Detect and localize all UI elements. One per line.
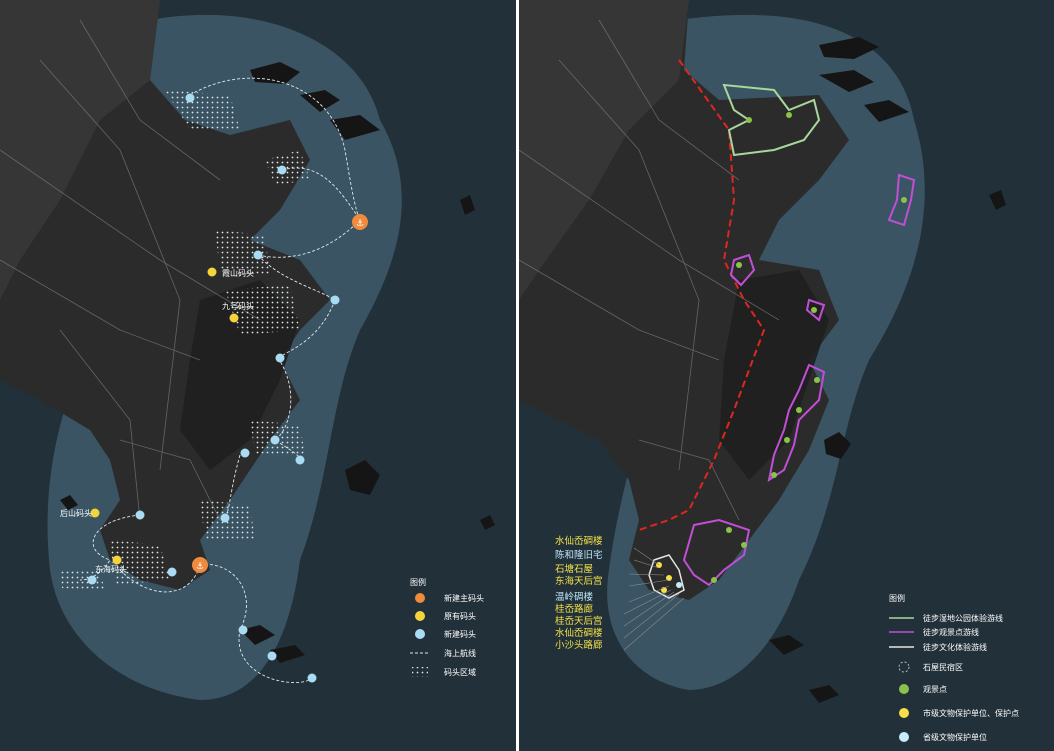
site-label: 石塘石屋 <box>555 563 593 575</box>
pier-label: 霞山码头 <box>222 268 254 278</box>
blue-anchor-icon <box>267 651 277 661</box>
legend-label: 原有码头 <box>444 611 476 621</box>
site-label: 桂岙天后宫 <box>555 615 603 627</box>
main-pier-icons: ⚓ ⚓ <box>192 214 368 573</box>
legend-label: 省级文物保护单位 <box>923 732 987 742</box>
legend-label: 海上航线 <box>444 648 476 658</box>
land-texture <box>0 0 160 300</box>
blue-anchor-icon <box>253 250 263 260</box>
trail-map: 水仙岙碉楼 陈和隆旧宅 石塘石屋 东海天后宫 温岭碉楼 桂岙路廊 桂岙天后宫 水… <box>519 0 1054 751</box>
legend-label: 观景点 <box>923 685 947 694</box>
site-label: 小沙头路廊 <box>555 639 603 651</box>
blue-anchor-icon <box>87 575 97 585</box>
orange-anchor-icon <box>415 593 425 603</box>
legend-title: 图例 <box>410 577 426 587</box>
site-label: 温岭碉楼 <box>555 591 594 603</box>
dashed-circle-icon <box>898 661 910 673</box>
islands <box>769 37 1006 703</box>
legend-label: 石屋民宿区 <box>923 662 963 672</box>
pier-label: 后山码头 <box>60 508 92 518</box>
blue-anchor-icon <box>240 448 250 458</box>
blue-anchor-icon <box>295 455 305 465</box>
heritage-dots <box>656 562 682 593</box>
land-texture <box>519 0 689 300</box>
blue-anchor-icon <box>135 510 145 520</box>
orange-anchor-icon <box>192 557 208 573</box>
viewpoint-trail <box>887 173 916 227</box>
site-label: 水仙岙碉楼 <box>555 535 603 547</box>
islands <box>60 62 495 663</box>
yellow-dot-icon <box>899 708 909 718</box>
green-dot-icon <box>899 684 909 694</box>
yellow-anchor-icon <box>207 267 217 277</box>
road-network <box>519 19 780 521</box>
yellow-anchor-icon <box>415 611 425 621</box>
site-label: 陈和隆旧宅 <box>555 549 603 561</box>
blue-anchor-icon <box>277 165 287 175</box>
viewpoint-trail <box>729 253 756 287</box>
legend-label: 市级文物保护单位、保护点 <box>923 708 1019 718</box>
hill-shading <box>719 270 829 480</box>
left-legend: 图例 新建主码头 原有码头 新建码头 海上航线 码头区域 <box>410 577 484 677</box>
blue-anchor-icon <box>330 295 340 305</box>
right-legend: 图例 徒步湿地公园体验游线 徒步观景点游线 徒步文化体验游线 石屋民宿区 观景点… <box>889 593 1019 742</box>
site-label: 桂岙路廊 <box>555 603 594 615</box>
legend-label: 新建主码头 <box>444 593 484 603</box>
site-label: 水仙岙碉楼 <box>555 627 603 639</box>
viewpoint-dots <box>711 112 907 583</box>
cultural-trail <box>648 554 685 599</box>
label-leaders <box>623 547 685 651</box>
legend-title: 图例 <box>889 593 905 603</box>
svg-text:⚓: ⚓ <box>196 562 204 572</box>
lightblue-dot-icon <box>899 732 909 742</box>
road-network <box>0 19 261 521</box>
pier-zones <box>60 90 310 590</box>
legend-label: 徒步文化体验游线 <box>923 642 987 652</box>
blue-anchor-icon <box>220 513 230 523</box>
dotted-pattern-icon <box>412 667 428 677</box>
left-map-panel: ⚓ ⚓ 霞山码头 九号码头 后山码头 东海码头 图例 新建主码头 原有码头 新建… <box>0 0 516 751</box>
svg-text:⚓: ⚓ <box>356 219 364 229</box>
pier-label: 九号码头 <box>222 301 254 311</box>
blue-anchor-icon <box>167 567 177 577</box>
viewpoint-trail <box>682 518 751 587</box>
orange-anchor-icon <box>352 214 368 230</box>
yellow-anchor-icon <box>112 555 122 565</box>
blue-anchor-icon <box>270 435 280 445</box>
boundary-line <box>638 59 766 531</box>
legend-label: 码头区域 <box>444 667 476 677</box>
legend-label: 徒步湿地公园体验游线 <box>923 613 1003 623</box>
blue-anchor-icon <box>275 353 285 363</box>
legend-label: 新建码头 <box>444 629 476 639</box>
blue-anchor-icon <box>415 629 425 639</box>
viewpoint-trail <box>805 298 826 322</box>
pier-map: ⚓ ⚓ 霞山码头 九号码头 后山码头 东海码头 图例 新建主码头 原有码头 新建… <box>0 0 516 751</box>
wetland-trail <box>722 83 821 157</box>
blue-anchor-icon <box>185 93 195 103</box>
legend-label: 徒步观景点游线 <box>923 627 979 637</box>
existing-pier-icons <box>90 267 239 565</box>
blue-anchor-icon <box>238 625 248 635</box>
site-label: 东海天后宫 <box>555 575 603 587</box>
yellow-anchor-icon <box>90 508 100 518</box>
yellow-anchor-icon <box>229 313 239 323</box>
new-pier-icons <box>87 93 340 683</box>
blue-anchor-icon <box>307 673 317 683</box>
right-map-panel: 水仙岙碉楼 陈和隆旧宅 石塘石屋 东海天后宫 温岭碉楼 桂岙路廊 桂岙天后宫 水… <box>519 0 1054 751</box>
pier-label: 东海码头 <box>95 564 127 574</box>
